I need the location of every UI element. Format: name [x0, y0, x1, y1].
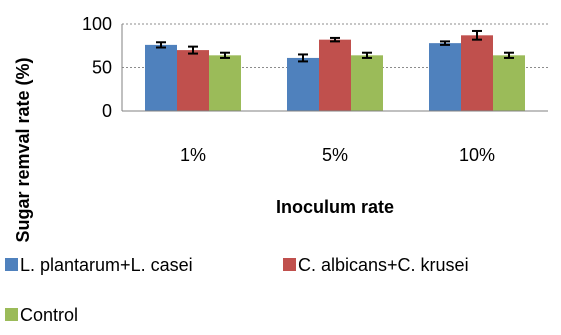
bar: [351, 55, 383, 111]
legend-swatch: [5, 258, 18, 271]
y-tick-label: 50: [92, 58, 112, 78]
bar: [209, 55, 241, 111]
x-tick-label: 10%: [459, 145, 495, 165]
legend-label: L. plantarum+L. casei: [20, 255, 193, 275]
x-tick-labels: 1% 5% 10%: [180, 145, 495, 165]
legend: L. plantarum+L. casei C. albicans+C. krus…: [5, 255, 469, 325]
x-tick-label: 5%: [322, 145, 348, 165]
bar: [145, 44, 177, 111]
bar: [177, 50, 209, 111]
bar: [319, 39, 351, 111]
x-axis-title: Inoculum rate: [276, 197, 394, 217]
bar: [493, 55, 525, 111]
legend-label: Control: [20, 305, 78, 325]
error-bars: [156, 29, 514, 63]
legend-label: C. albicans+C. krusei: [298, 255, 469, 275]
x-tick-label: 1%: [180, 145, 206, 165]
bar: [287, 57, 319, 111]
legend-swatch: [5, 308, 18, 321]
y-tick-label: 0: [102, 101, 112, 121]
legend-swatch: [283, 258, 296, 271]
y-tick-labels: 0 50 100: [82, 14, 112, 121]
bar: [461, 35, 493, 112]
y-axis-title: Sugar remval rate (%): [13, 57, 33, 242]
y-tick-label: 100: [82, 14, 112, 34]
bar: [429, 43, 461, 111]
bars: [145, 35, 525, 112]
